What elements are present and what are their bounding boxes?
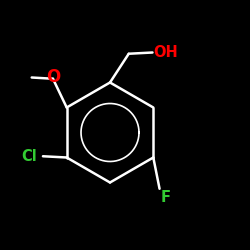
Text: F: F [161,190,171,205]
Text: Cl: Cl [21,149,37,164]
Text: OH: OH [154,45,178,60]
Text: O: O [46,68,60,86]
